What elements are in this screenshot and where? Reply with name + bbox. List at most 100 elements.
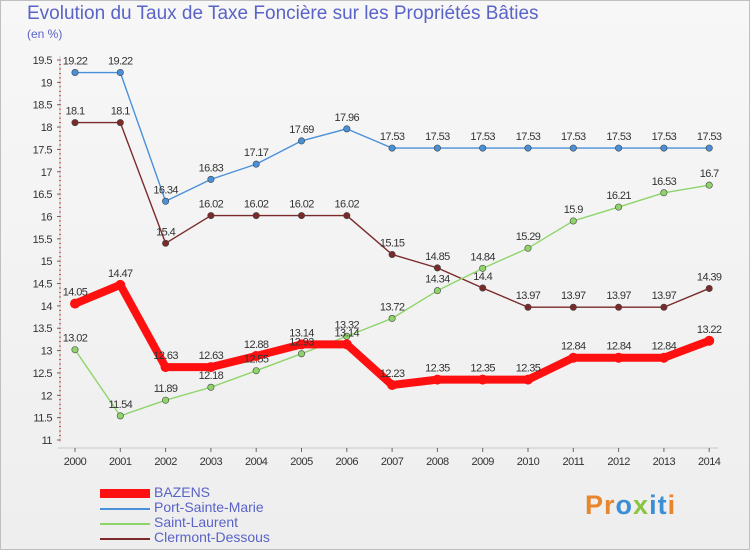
data-point-clermont-dessous: [569, 303, 577, 311]
data-label-bazens: 12.35: [425, 363, 450, 375]
data-point-clermont-dessous: [433, 264, 441, 272]
logo-letter: i: [667, 490, 677, 520]
x-tick-label: 2009: [471, 456, 494, 468]
data-label-saint-laurent: 13.02: [63, 333, 88, 345]
data-point-clermont-dessous: [116, 119, 124, 127]
data-label-saint-laurent: 15.29: [516, 231, 541, 243]
data-point-saint-laurent: [660, 189, 668, 197]
data-point-clermont-dessous: [660, 303, 668, 311]
y-tick-label: 15: [41, 256, 53, 268]
data-point-saint-laurent: [388, 314, 396, 322]
data-label-saint-laurent: 11.54: [108, 399, 132, 411]
data-label-saint-laurent: 15.9: [564, 204, 583, 216]
logo-letter: i: [649, 490, 658, 520]
data-point-clermont-dessous: [705, 284, 713, 292]
data-point-port-sainte-marie: [388, 144, 396, 152]
data-point-port-sainte-marie: [207, 175, 215, 183]
data-label-port-sainte-marie: 17.53: [561, 131, 586, 143]
legend-label-bazens: BAZENS: [154, 484, 211, 500]
data-point-bazens: [704, 335, 715, 346]
y-tick-label: 16.5: [33, 189, 53, 201]
data-point-port-sainte-marie: [569, 144, 577, 152]
y-tick-label: 11.5: [33, 413, 52, 425]
data-point-bazens: [341, 339, 352, 350]
data-point-clermont-dessous: [479, 284, 487, 292]
y-tick-label: 14.5: [33, 279, 53, 291]
x-tick-label: 2003: [200, 456, 223, 468]
data-label-port-sainte-marie: 17.53: [652, 131, 677, 143]
y-tick-label: 18: [41, 122, 53, 134]
data-label-port-sainte-marie: 17.17: [244, 147, 269, 159]
x-tick-label: 2006: [336, 456, 359, 468]
data-label-clermont-dessous: 13.97: [652, 290, 677, 302]
logo-letter: x: [633, 490, 650, 520]
series-layer: [70, 69, 715, 420]
data-point-bazens: [658, 352, 669, 363]
data-point-clermont-dessous: [524, 303, 532, 311]
data-label-saint-laurent: 11.89: [154, 383, 178, 395]
data-label-bazens: 12.84: [652, 341, 677, 353]
data-label-saint-laurent: 16.53: [652, 176, 677, 188]
data-label-bazens: 12.84: [561, 341, 586, 353]
x-tick-label: 2001: [109, 456, 132, 468]
data-point-saint-laurent: [433, 287, 441, 295]
legend-item-clermont-dessous: Clermont-Dessous: [100, 529, 340, 546]
legend: BAZENS Port-Sainte-Marie Saint-Laurent C…: [100, 484, 340, 546]
y-tick-label: 17.5: [33, 144, 53, 156]
legend-swatch-bazens: [100, 489, 150, 498]
data-label-bazens: 12.88: [244, 339, 269, 351]
data-point-bazens: [251, 350, 262, 361]
data-point-clermont-dessous: [615, 303, 623, 311]
data-point-saint-laurent: [524, 244, 532, 252]
data-point-clermont-dessous: [162, 239, 170, 247]
logo-letter: r: [604, 490, 616, 520]
data-point-port-sainte-marie: [524, 144, 532, 152]
data-point-bazens: [387, 380, 398, 391]
data-point-saint-laurent: [207, 383, 215, 391]
y-tick-label: 17: [41, 167, 53, 179]
data-point-port-sainte-marie: [71, 69, 79, 77]
data-label-clermont-dessous: 15.4: [156, 226, 175, 238]
data-point-saint-laurent: [705, 181, 713, 189]
x-tick-label: 2013: [653, 456, 676, 468]
data-label-port-sainte-marie: 17.53: [380, 131, 405, 143]
x-tick-label: 2007: [381, 456, 404, 468]
legend-swatch-clermont-dessous: [100, 538, 150, 540]
y-tick-label: 18.5: [33, 100, 53, 112]
data-label-port-sainte-marie: 17.53: [516, 131, 541, 143]
legend-label-clermont-dessous: Clermont-Dessous: [154, 529, 270, 545]
x-tick-label: 2012: [607, 456, 630, 468]
data-label-port-sainte-marie: 17.53: [697, 131, 722, 143]
y-tick-label: 16: [41, 211, 53, 223]
data-label-clermont-dessous: 13.97: [516, 290, 541, 302]
data-point-bazens: [70, 298, 80, 309]
x-tick-label: 2005: [290, 456, 313, 468]
y-axis-unit: (en %): [27, 27, 63, 41]
data-label-clermont-dessous: 16.02: [199, 199, 224, 211]
data-label-clermont-dessous: 14.39: [697, 271, 722, 283]
data-point-clermont-dessous: [252, 212, 260, 220]
data-point-port-sainte-marie: [433, 144, 441, 152]
data-point-bazens: [523, 374, 533, 385]
legend-item-saint-laurent: Saint-Laurent: [100, 514, 340, 531]
x-tick-label: 2010: [517, 456, 540, 468]
legend-swatch-saint-laurent: [100, 523, 150, 525]
x-tick-label: 2008: [426, 456, 449, 468]
data-label-saint-laurent: 13.32: [335, 319, 360, 331]
data-label-saint-laurent: 12.93: [289, 337, 314, 349]
proxiti-logo: Proxiti: [585, 490, 676, 521]
data-point-clermont-dessous: [207, 212, 215, 220]
data-label-bazens: 13.14: [335, 327, 360, 339]
data-point-port-sainte-marie: [297, 137, 305, 145]
logo-letter: t: [657, 490, 668, 520]
logo-letter: o: [615, 490, 634, 520]
data-point-port-sainte-marie: [479, 144, 487, 152]
data-label-clermont-dessous: 13.97: [606, 290, 631, 302]
x-tick-label: 2014: [698, 456, 721, 468]
data-label-port-sainte-marie: 17.53: [425, 131, 450, 143]
data-label-bazens: 12.84: [606, 341, 631, 353]
data-label-port-sainte-marie: 16.34: [153, 184, 178, 196]
data-point-port-sainte-marie: [615, 144, 623, 152]
legend-item-bazens: BAZENS: [100, 484, 340, 501]
